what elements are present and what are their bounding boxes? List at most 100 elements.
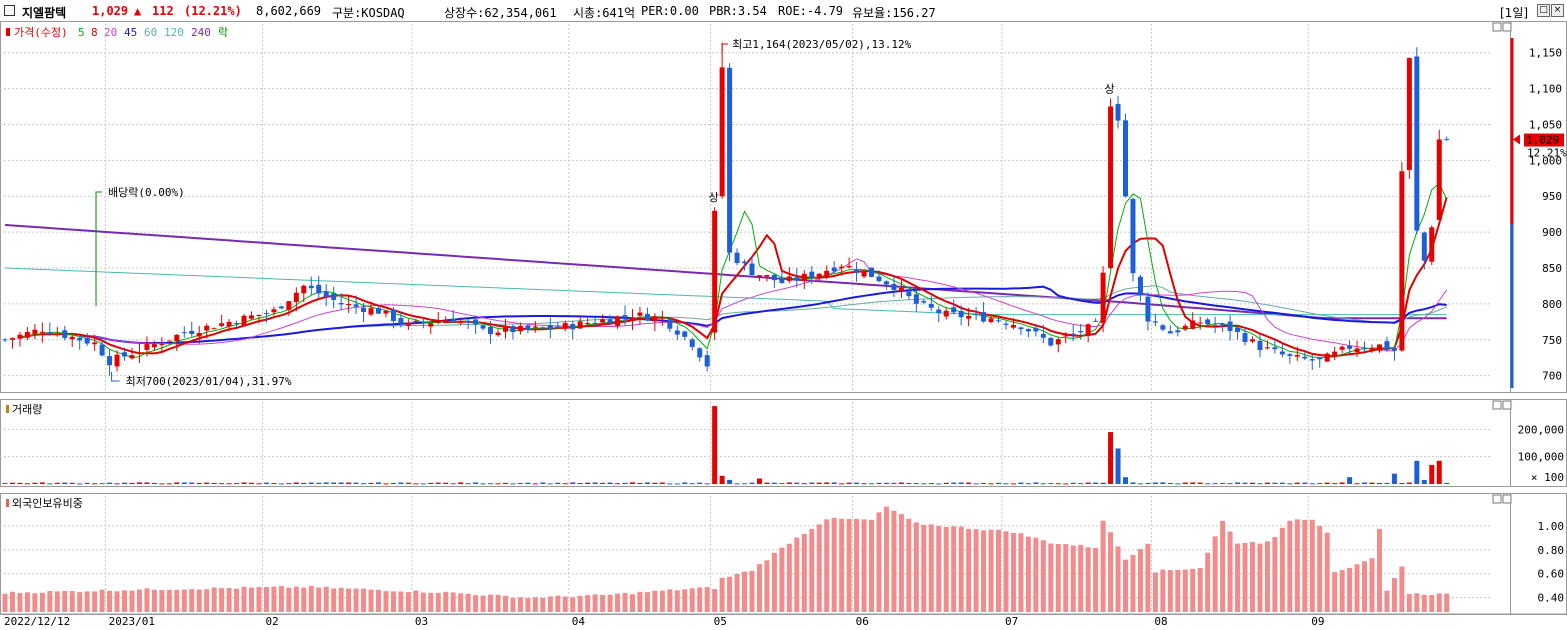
foreign-bar [585,595,591,612]
volume-bar [667,483,673,485]
candle-body [996,320,1002,322]
candle-body [704,355,710,367]
candle-body [1257,340,1263,351]
price-candle [458,317,464,326]
candle-body [869,267,875,277]
candle-body [1093,320,1099,322]
candle-body [84,337,90,344]
price-panel-frame [0,21,1567,393]
x-tick-label: 04 [572,615,586,628]
price-y-tick-label: 1,100 [1529,83,1562,96]
foreign-bar [1212,536,1218,612]
price-candle [368,301,374,317]
volume-bar [234,482,240,484]
price-candle [473,315,479,335]
x-tick-label: 07 [1005,615,1018,628]
price-candle [1354,340,1360,357]
price-candle [1070,324,1076,341]
price-candle [1130,197,1136,282]
price-candle [1205,317,1211,327]
candle-body [846,265,852,268]
candle-body [1010,324,1016,328]
volume-bar [9,482,15,484]
volume-bar [1212,483,1218,485]
price-candle [1115,95,1121,129]
price-y-tick-label: 1,150 [1529,47,1562,60]
candle-body [69,336,75,340]
volume-bar [794,482,800,484]
candle-body [166,340,172,342]
candle-body [1324,353,1330,362]
foreign-bar [361,588,367,612]
volume-bar [1040,483,1046,485]
panel-minimize-icon [1492,400,1502,410]
foreign-bar [286,587,292,612]
price-candle [47,322,53,337]
candle-body [9,338,15,340]
foreign-bar [734,574,740,612]
volume-bar [869,483,875,485]
volume-bar [786,482,792,484]
candle-body [1063,335,1069,337]
foreign-bar [465,593,471,612]
price-candle [600,314,606,324]
foreign-bar [1123,559,1128,612]
foreign-bar [1190,568,1196,612]
price-candle [1003,320,1009,330]
candle-body [390,309,396,321]
price-candle [562,320,568,332]
candle-body [465,321,471,323]
candle-body [1339,346,1345,350]
foreign-bar [1220,520,1226,612]
candle-body [771,274,777,281]
foreign-bar [353,588,359,612]
period-selector[interactable]: [1일] [1500,6,1529,20]
price-candle [1309,354,1315,370]
foreign-bar [689,588,695,612]
candle-body [159,344,165,346]
candle-body [1160,325,1166,330]
price-candle [1100,266,1106,333]
price-candle [816,272,822,282]
candle-body [883,281,889,285]
foreign-bar [1063,544,1069,612]
close-icon[interactable]: × [1551,4,1564,17]
candle-body [1414,56,1420,231]
foreign-bar [682,589,688,612]
price-candle [159,337,165,353]
price-candle [734,248,740,266]
volume-bar [1399,483,1405,485]
foreign-bar [981,530,987,612]
foreign-bar [652,590,658,612]
volume-bar [92,483,98,485]
high-annotation-label: 최고1,164(2023/05/02),13.12% [732,38,912,51]
maximize-icon[interactable]: □ [1537,4,1550,17]
price-candle [532,321,538,333]
candle-body [376,308,381,314]
volume-bar [1205,483,1211,485]
price-candle [697,347,703,362]
foreign-bar [943,527,949,612]
volume-bar [502,482,508,484]
candle-body [622,315,628,317]
price-candle [1257,334,1263,358]
price-candle [547,317,553,339]
price-y-tick-label: 900 [1542,226,1562,239]
foreign-bar [996,529,1002,612]
foreign-bar [398,591,404,612]
volume-bar [458,482,464,484]
volume-bar [1242,482,1248,484]
price-candle [1093,318,1099,322]
price-candle [62,325,68,341]
price-candle [996,317,1002,323]
volume-bar [1317,483,1323,485]
foreign-bar [928,524,934,612]
price-candle [876,270,882,283]
foreign-bar [278,586,284,612]
foreign-bar [1317,526,1323,612]
candle-body [174,334,180,342]
select-checkbox[interactable] [4,5,15,16]
price-y-tick-label: 850 [1542,262,1562,275]
price-candle [144,336,150,357]
